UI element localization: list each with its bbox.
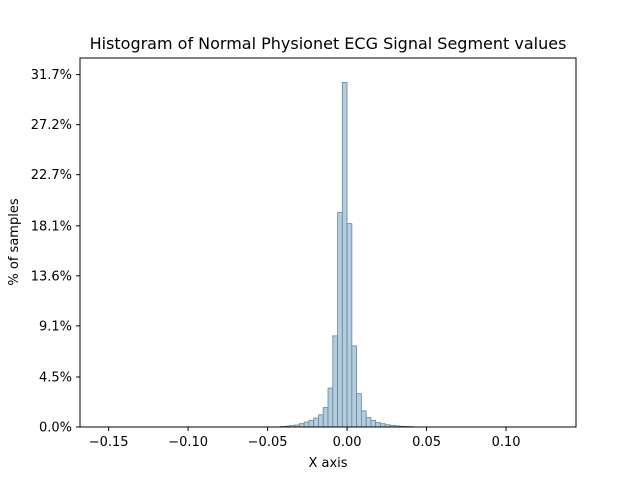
chart-title: Histogram of Normal Physionet ECG Signal…	[90, 34, 567, 53]
y-tick-label: 4.5%	[39, 370, 72, 385]
y-tick-label: 9.1%	[39, 319, 72, 334]
y-tick-label: 0.0%	[39, 421, 72, 436]
x-tick-label: 0.05	[412, 435, 441, 450]
histogram-bar	[380, 423, 386, 428]
x-tick-label: −0.15	[89, 435, 129, 450]
x-axis-ticks: −0.15 −0.10 −0.05 0.00 0.05 0.10	[89, 427, 521, 450]
histogram-bar	[341, 82, 348, 428]
y-tick-label: 13.6%	[31, 269, 72, 284]
histogram-bars	[279, 82, 415, 428]
plot-area-frame	[79, 57, 577, 428]
x-tick-label: −0.05	[248, 435, 288, 450]
histogram-bar	[365, 417, 372, 428]
histogram-bar	[298, 423, 305, 428]
histogram-bar	[318, 414, 324, 428]
histogram-bar	[346, 223, 353, 428]
histogram-bar	[308, 419, 315, 428]
histogram-bar	[351, 345, 358, 428]
y-tick-label: 27.2%	[31, 118, 72, 133]
histogram-bar	[375, 422, 381, 428]
x-tick-label: 0.00	[333, 435, 362, 450]
histogram-bar	[356, 393, 362, 428]
x-tick-label: −0.10	[168, 435, 208, 450]
histogram-bar	[327, 387, 334, 428]
y-axis-label: % of samples	[7, 198, 22, 285]
x-tick-label: 0.10	[492, 435, 521, 450]
histogram-bar	[360, 410, 367, 428]
histogram-bar	[322, 407, 329, 428]
histogram-bar	[370, 419, 377, 428]
y-tick-label: 18.1%	[31, 219, 72, 234]
x-axis-label: X axis	[308, 456, 347, 471]
y-tick-label: 22.7%	[31, 168, 72, 183]
y-tick-label: 31.7%	[31, 68, 72, 83]
histogram-bar	[332, 335, 338, 428]
histogram-bar	[303, 421, 310, 428]
y-axis-ticks: 0.0% 4.5% 9.1% 13.6% 18.1% 22.7% 27.2% 31.7%	[31, 68, 80, 436]
histogram-bar	[313, 417, 319, 428]
histogram-bar	[337, 212, 343, 428]
